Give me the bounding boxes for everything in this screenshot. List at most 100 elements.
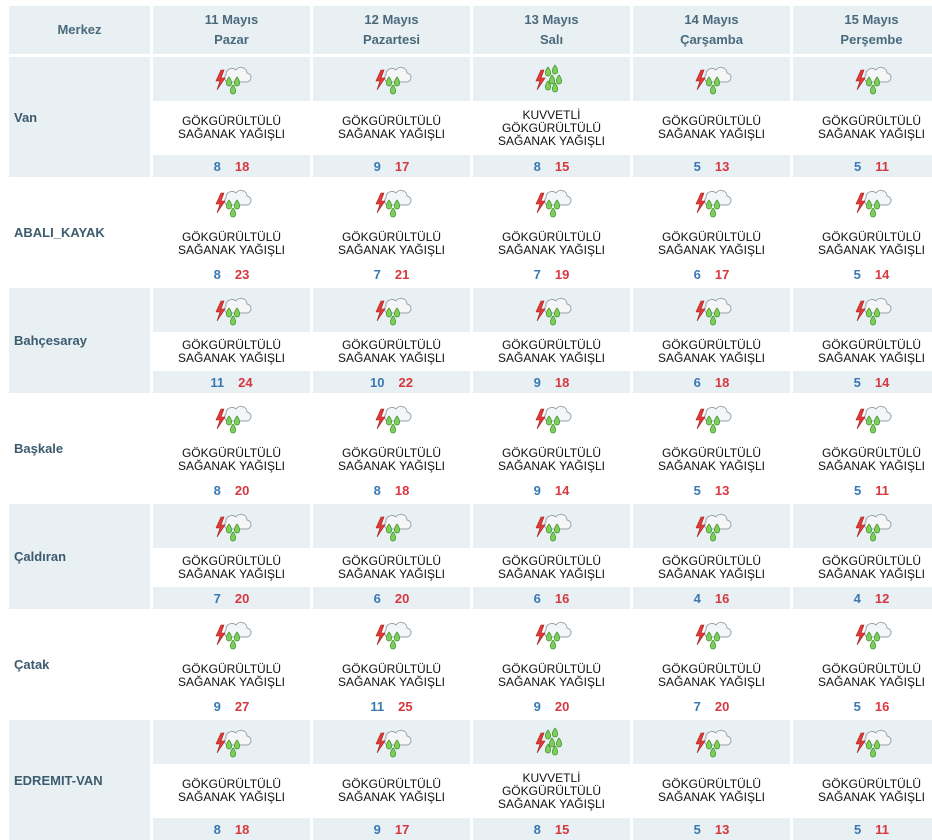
weather-icon-cell	[793, 504, 932, 548]
weather-description: GÖKGÜRÜLTÜLÜ SAĞANAK YAĞIŞLI	[793, 548, 932, 587]
day-cell: GÖKGÜRÜLTÜLÜ SAĞANAK YAĞIŞLI 7 20	[633, 612, 790, 717]
max-temperature: 16	[554, 590, 570, 606]
max-temperature: 14	[554, 482, 570, 498]
min-temperature: 7	[213, 590, 221, 606]
day-cell: GÖKGÜRÜLTÜLÜ SAĞANAK YAĞIŞLI 8 23	[153, 180, 310, 285]
weather-icon-cell	[153, 57, 310, 101]
min-temperature: 5	[853, 266, 861, 282]
thunder-rain-icon	[695, 405, 732, 434]
max-temperature: 20	[234, 590, 250, 606]
weather-icon-cell	[793, 180, 932, 224]
min-temperature: 5	[853, 698, 861, 714]
min-temperature: 8	[213, 821, 221, 837]
description-line: KUVVETLİ	[522, 770, 581, 785]
weather-description: GÖKGÜRÜLTÜLÜ SAĞANAK YAĞIŞLI	[793, 101, 932, 155]
thunder-rain-icon	[695, 66, 732, 95]
min-temperature: 10	[370, 374, 385, 390]
description-line: SAĞANAK YAĞIŞLI	[338, 790, 445, 804]
description-line: SAĞANAK YAĞIŞLI	[498, 674, 605, 689]
max-temperature: 11	[875, 482, 889, 498]
max-temperature: 24	[238, 374, 253, 390]
weather-icon-cell	[633, 180, 790, 224]
thunder-rain-icon	[695, 729, 732, 758]
thunder-rain-icon	[695, 621, 732, 650]
day-cell: GÖKGÜRÜLTÜLÜ SAĞANAK YAĞIŞLI 5 11	[793, 396, 932, 501]
max-temperature: 12	[874, 590, 890, 606]
description-line: GÖKGÜRÜLTÜLÜ	[661, 445, 762, 460]
min-temperature: 7	[533, 266, 541, 282]
weather-description: GÖKGÜRÜLTÜLÜ SAĞANAK YAĞIŞLI	[313, 656, 470, 695]
weather-description: GÖKGÜRÜLTÜLÜ SAĞANAK YAĞIŞLI	[153, 224, 310, 263]
description-line: GÖKGÜRÜLTÜLÜ	[661, 553, 762, 568]
day-cell: GÖKGÜRÜLTÜLÜ SAĞANAK YAĞIŞLI 11 24	[153, 288, 310, 393]
weather-icon-cell	[473, 288, 630, 332]
weather-icon-cell	[793, 612, 932, 656]
city-name: ABALI_KAYAK	[14, 225, 105, 240]
max-temperature: 25	[398, 698, 413, 714]
weather-description: GÖKGÜRÜLTÜLÜ SAĞANAK YAĞIŞLI	[473, 656, 630, 695]
weather-icon-cell	[473, 57, 630, 101]
description-line: GÖKGÜRÜLTÜLÜ	[501, 783, 602, 798]
thunder-rain-icon	[855, 189, 892, 218]
description-line: SAĞANAK YAĞIŞLI	[818, 790, 925, 804]
max-temperature: 18	[394, 482, 410, 498]
max-temperature: 20	[234, 482, 250, 498]
description-line: SAĞANAK YAĞIŞLI	[818, 674, 925, 689]
temperature-cell: 5 16	[793, 695, 932, 717]
thunder-rain-icon	[375, 405, 412, 434]
weather-description: GÖKGÜRÜLTÜLÜ SAĞANAK YAĞIŞLI	[633, 548, 790, 587]
description-line: GÖKGÜRÜLTÜLÜ	[821, 777, 922, 791]
description-line: GÖKGÜRÜLTÜLÜ	[341, 777, 442, 791]
max-temperature: 22	[398, 374, 413, 390]
temperature-cell: 4 12	[793, 587, 932, 609]
description-line: SAĞANAK YAĞIŞLI	[818, 566, 925, 581]
thunder-rain-icon	[535, 189, 572, 218]
weather-description: GÖKGÜRÜLTÜLÜ SAĞANAK YAĞIŞLI	[153, 332, 310, 371]
description-line: GÖKGÜRÜLTÜLÜ	[181, 777, 282, 791]
description-line: SAĞANAK YAĞIŞLI	[338, 127, 445, 141]
day-cell: GÖKGÜRÜLTÜLÜ SAĞANAK YAĞIŞLI 5 14	[793, 180, 932, 285]
description-line: SAĞANAK YAĞIŞLI	[818, 242, 925, 257]
temperature-cell: 11 25	[313, 695, 470, 717]
day-cell: GÖKGÜRÜLTÜLÜ SAĞANAK YAĞIŞLI 9 17	[313, 57, 470, 177]
min-temperature: 11	[210, 374, 225, 390]
weather-icon-cell	[313, 504, 470, 548]
temperature-cell: 11 24	[153, 371, 310, 393]
min-temperature: 8	[373, 482, 381, 498]
description-line: SAĞANAK YAĞIŞLI	[338, 350, 445, 365]
min-temperature: 9	[213, 698, 221, 714]
min-temperature: 6	[533, 590, 541, 606]
description-line: SAĞANAK YAĞIŞLI	[178, 566, 285, 581]
min-temperature: 6	[373, 590, 381, 606]
thunder-rain-icon	[535, 405, 572, 434]
description-line: SAĞANAK YAĞIŞLI	[178, 242, 285, 257]
max-temperature: 13	[714, 482, 730, 498]
thunder-rain-icon	[695, 297, 732, 326]
weather-description: GÖKGÜRÜLTÜLÜ SAĞANAK YAĞIŞLI	[313, 224, 470, 263]
weather-description: GÖKGÜRÜLTÜLÜ SAĞANAK YAĞIŞLI	[313, 548, 470, 587]
description-line: GÖKGÜRÜLTÜLÜ	[661, 229, 762, 244]
day-weekday: Pazar	[214, 32, 249, 47]
description-line: SAĞANAK YAĞIŞLI	[658, 674, 765, 689]
weather-description: KUVVETLİ GÖKGÜRÜLTÜLÜ SAĞANAK YAĞIŞLI	[473, 101, 630, 155]
max-temperature: 11	[875, 821, 889, 837]
description-line: GÖKGÜRÜLTÜLÜ	[661, 777, 762, 791]
min-temperature: 5	[854, 158, 862, 174]
city-name: Başkale	[14, 441, 64, 456]
city-name: Van	[14, 109, 38, 125]
weather-icon-cell	[633, 396, 790, 440]
thunder-rain-icon	[375, 513, 412, 542]
temperature-cell: 9 27	[153, 695, 310, 717]
temperature-cell: 5 11	[793, 155, 932, 177]
day-cell: GÖKGÜRÜLTÜLÜ SAĞANAK YAĞIŞLI 10 22	[313, 288, 470, 393]
min-temperature: 7	[373, 266, 381, 282]
day-cell: GÖKGÜRÜLTÜLÜ SAĞANAK YAĞIŞLI 6 17	[633, 180, 790, 285]
weather-icon-cell	[313, 180, 470, 224]
description-line: SAĞANAK YAĞIŞLI	[338, 242, 445, 257]
day-cell: GÖKGÜRÜLTÜLÜ SAĞANAK YAĞIŞLI 9 14	[473, 396, 630, 501]
day-cell: GÖKGÜRÜLTÜLÜ SAĞANAK YAĞIŞLI 7 20	[153, 504, 310, 609]
min-temperature: 9	[533, 482, 541, 498]
temperature-cell: 7 19	[473, 263, 630, 285]
max-temperature: 21	[394, 266, 410, 282]
